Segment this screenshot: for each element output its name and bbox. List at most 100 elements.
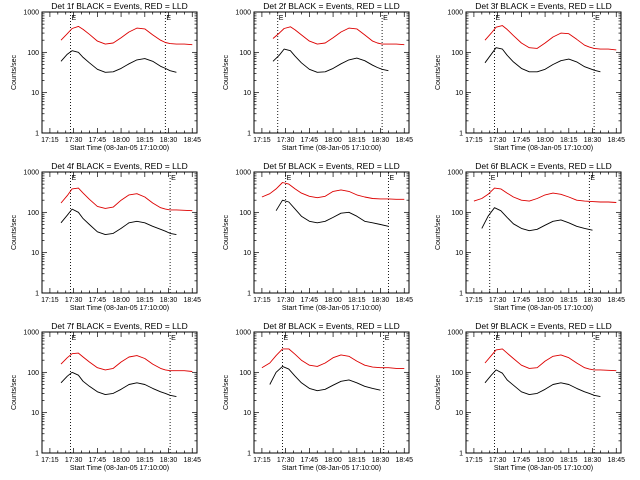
- time-marker-label: E: [389, 175, 394, 182]
- y-tick-label: 1: [247, 451, 251, 458]
- plot-frame: [41, 11, 198, 134]
- x-tick-label: 18:45: [395, 137, 413, 144]
- time-marker-label: E: [279, 15, 284, 22]
- y-tick-label: 10: [455, 410, 463, 417]
- y-axis-label: Counts/sec: [11, 374, 18, 410]
- series-events-line: [60, 50, 177, 73]
- y-tick-label: 1: [35, 291, 39, 298]
- plot-panel-2: Det 2f BLACK = Events, RED = LLD 1 10 100 10…: [223, 1, 413, 152]
- x-tick-label: 17:45: [301, 457, 319, 464]
- plot-title-3: Det 3f BLACK = Events, RED = LLD: [475, 1, 612, 11]
- series-events-line: [269, 365, 381, 392]
- y-axis-label: Counts/sec: [435, 214, 442, 250]
- y-tick-label: 100: [239, 210, 251, 217]
- plot-title-4: Det 4f BLACK = Events, RED = LLD: [51, 161, 188, 171]
- series-events-line: [275, 199, 389, 227]
- x-tick-label: 18:15: [136, 457, 154, 464]
- x-tick-label: 17:30: [489, 457, 507, 464]
- plot-frame: [465, 11, 622, 134]
- x-tick-label: 17:15: [41, 297, 59, 304]
- plot-panel-8: Det 8f BLACK = Events, RED = LLD 1 10 100 10…: [223, 321, 413, 472]
- x-tick-label: 18:30: [160, 137, 178, 144]
- x-tick-label: 18:15: [136, 297, 154, 304]
- time-marker-label: E: [171, 335, 176, 342]
- y-tick-label: 100: [27, 210, 39, 217]
- x-tick-label: 17:30: [489, 297, 507, 304]
- x-tick-label: 17:15: [253, 297, 271, 304]
- y-tick-label: 1000: [447, 10, 463, 17]
- time-marker-label: E: [491, 175, 496, 182]
- plot-panel-3: Det 3f BLACK = Events, RED = LLD 1 10 100 10…: [435, 1, 625, 152]
- x-tick-label: 17:45: [89, 297, 107, 304]
- x-tick-label: 17:15: [41, 137, 59, 144]
- x-tick-label: 18:15: [560, 137, 578, 144]
- x-tick-label: 18:45: [395, 297, 413, 304]
- x-tick-label: 18:45: [607, 297, 625, 304]
- y-axis-label: Counts/sec: [435, 54, 442, 90]
- x-axis-label: Start Time (08-Jan-05 17:10:00): [282, 145, 381, 152]
- x-axis-label: Start Time (08-Jan-05 17:10:00): [70, 145, 169, 152]
- time-marker-label: E: [166, 15, 171, 22]
- x-tick-label: 18:00: [324, 297, 342, 304]
- y-tick-label: 1000: [235, 170, 251, 177]
- y-tick-label: 10: [243, 250, 251, 257]
- x-tick-label: 17:15: [253, 137, 271, 144]
- x-tick-label: 18:45: [395, 457, 413, 464]
- y-tick-label: 100: [27, 50, 39, 57]
- plot-panel-9: Det 9f BLACK = Events, RED = LLD 1 10 100 10…: [435, 321, 625, 472]
- plot-panel-1: Det 1f BLACK = Events, RED = LLD 1 10 100 10…: [11, 1, 201, 152]
- plot-frame: [465, 171, 622, 294]
- x-tick-label: 17:45: [89, 137, 107, 144]
- time-marker-label: E: [383, 15, 388, 22]
- plot-frame: [253, 171, 410, 294]
- time-marker-label: E: [495, 335, 500, 342]
- x-tick-label: 17:30: [277, 137, 295, 144]
- x-tick-label: 18:15: [348, 137, 366, 144]
- series-lld-line: [473, 187, 617, 203]
- plot-panel-7: Det 7f BLACK = Events, RED = LLD 1 10 100 10…: [11, 321, 201, 472]
- y-tick-label: 1000: [447, 170, 463, 177]
- y-tick-label: 10: [455, 250, 463, 257]
- x-tick-label: 17:30: [65, 297, 83, 304]
- y-tick-label: 10: [243, 90, 251, 97]
- x-tick-label: 18:30: [584, 457, 602, 464]
- series-events-line: [272, 48, 389, 73]
- series-lld-line: [60, 352, 193, 372]
- y-tick-label: 1: [35, 131, 39, 138]
- time-marker-label: E: [71, 175, 76, 182]
- y-tick-label: 100: [27, 370, 39, 377]
- x-axis-label: Start Time (08-Jan-05 17:10:00): [70, 305, 169, 312]
- plot-frame: [253, 331, 410, 454]
- x-tick-label: 17:30: [489, 137, 507, 144]
- x-tick-label: 18:30: [584, 297, 602, 304]
- x-tick-label: 17:15: [41, 457, 59, 464]
- x-tick-label: 17:30: [65, 137, 83, 144]
- series-events-line: [60, 208, 177, 236]
- y-tick-label: 100: [451, 50, 463, 57]
- plot-panel-5: Det 5f BLACK = Events, RED = LLD 1 10 100 10…: [223, 161, 413, 312]
- time-marker-label: E: [71, 15, 76, 22]
- x-tick-label: 18:00: [112, 137, 130, 144]
- y-tick-label: 1: [35, 451, 39, 458]
- plot-panel-4: Det 4f BLACK = Events, RED = LLD 1 10 100 10…: [11, 161, 201, 312]
- x-tick-label: 17:45: [513, 297, 531, 304]
- time-marker-label: E: [595, 335, 600, 342]
- plot-title-2: Det 2f BLACK = Events, RED = LLD: [263, 1, 400, 11]
- series-lld-line: [261, 348, 405, 369]
- y-tick-label: 10: [31, 90, 39, 97]
- x-axis-label: Start Time (08-Jan-05 17:10:00): [494, 465, 593, 472]
- y-axis-label: Counts/sec: [223, 214, 230, 250]
- x-tick-label: 18:00: [112, 457, 130, 464]
- y-tick-label: 10: [31, 250, 39, 257]
- y-tick-label: 1000: [235, 10, 251, 17]
- y-tick-label: 1: [247, 131, 251, 138]
- y-tick-label: 1: [459, 451, 463, 458]
- x-tick-label: 17:30: [277, 297, 295, 304]
- x-tick-label: 18:45: [183, 137, 201, 144]
- y-axis-label: Counts/sec: [11, 214, 18, 250]
- plot-title-7: Det 7f BLACK = Events, RED = LLD: [51, 321, 188, 331]
- x-tick-label: 18:00: [324, 137, 342, 144]
- plot-panel-6: Det 6f BLACK = Events, RED = LLD 1 10 100 10…: [435, 161, 625, 312]
